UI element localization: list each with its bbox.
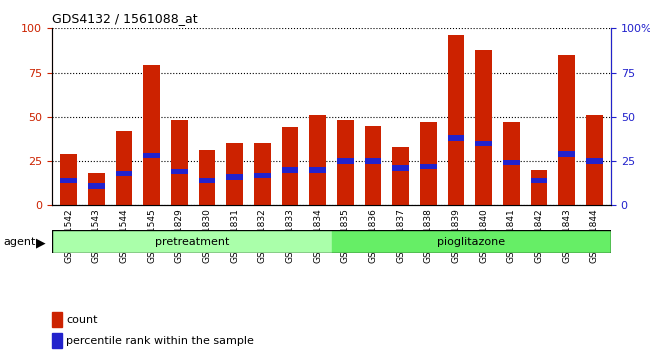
- Bar: [393, 166, 409, 171]
- Bar: [116, 171, 132, 176]
- Bar: [143, 153, 160, 159]
- Text: pioglitazone: pioglitazone: [437, 236, 505, 247]
- Bar: [281, 127, 298, 205]
- Bar: [475, 141, 492, 146]
- Bar: [420, 164, 437, 169]
- Bar: [365, 126, 382, 205]
- Bar: [143, 65, 160, 205]
- Text: pretreatment: pretreatment: [155, 236, 229, 247]
- Bar: [116, 131, 132, 205]
- Bar: [171, 169, 188, 175]
- Bar: [586, 159, 603, 164]
- Bar: [365, 159, 382, 164]
- FancyBboxPatch shape: [332, 230, 611, 253]
- Bar: [254, 172, 270, 178]
- Bar: [199, 150, 215, 205]
- Text: agent: agent: [3, 238, 36, 247]
- Bar: [226, 175, 243, 180]
- Bar: [60, 154, 77, 205]
- Bar: [475, 50, 492, 205]
- Bar: [586, 115, 603, 205]
- Bar: [393, 147, 409, 205]
- Bar: [531, 170, 547, 205]
- Bar: [52, 312, 62, 327]
- Bar: [309, 167, 326, 172]
- Bar: [448, 35, 464, 205]
- Bar: [420, 122, 437, 205]
- Bar: [503, 122, 520, 205]
- Bar: [254, 143, 270, 205]
- Bar: [52, 333, 62, 348]
- Bar: [226, 143, 243, 205]
- Bar: [199, 178, 215, 183]
- Text: GDS4132 / 1561088_at: GDS4132 / 1561088_at: [52, 12, 198, 25]
- Bar: [88, 173, 105, 205]
- Text: count: count: [66, 315, 98, 325]
- Bar: [309, 115, 326, 205]
- Bar: [558, 55, 575, 205]
- Bar: [531, 178, 547, 183]
- Text: ▶: ▶: [36, 236, 46, 249]
- Bar: [558, 152, 575, 156]
- FancyBboxPatch shape: [52, 230, 332, 253]
- Bar: [171, 120, 188, 205]
- Bar: [337, 120, 354, 205]
- Text: percentile rank within the sample: percentile rank within the sample: [66, 336, 254, 346]
- Bar: [281, 167, 298, 172]
- Bar: [60, 178, 77, 183]
- Bar: [88, 183, 105, 188]
- Bar: [337, 159, 354, 164]
- Bar: [503, 160, 520, 166]
- Bar: [448, 135, 464, 141]
